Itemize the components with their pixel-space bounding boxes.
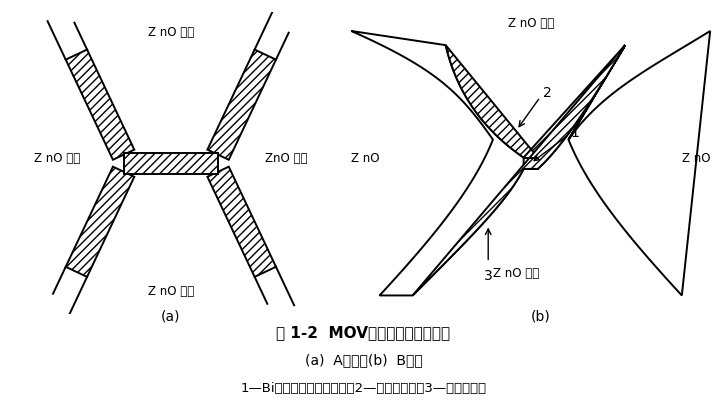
- Polygon shape: [413, 45, 625, 295]
- Polygon shape: [207, 167, 276, 277]
- Text: Z nO 晶粒: Z nO 晶粒: [148, 285, 194, 298]
- Polygon shape: [351, 31, 523, 295]
- Polygon shape: [65, 50, 134, 160]
- Text: (a)  A模型；(b)  B模型: (a) A模型；(b) B模型: [305, 354, 422, 368]
- Text: Z nO 晶粒: Z nO 晶粒: [148, 26, 194, 39]
- Text: Z nO: Z nO: [351, 152, 379, 165]
- Polygon shape: [538, 31, 710, 295]
- Text: 1—Bi等添加剂离子富集区；2—薄晶界层区；3—厚晶界层区: 1—Bi等添加剂离子富集区；2—薄晶界层区；3—厚晶界层区: [241, 382, 486, 395]
- Polygon shape: [446, 45, 625, 158]
- Text: 图 1-2  MOV晶界结构的两种模型: 图 1-2 MOV晶界结构的两种模型: [276, 325, 451, 340]
- Text: Z nO: Z nO: [682, 152, 710, 165]
- Polygon shape: [124, 153, 218, 174]
- Polygon shape: [65, 167, 134, 277]
- Text: Z nO 晶粒: Z nO 晶粒: [507, 17, 554, 30]
- Text: Z nO 晶粒: Z nO 晶粒: [34, 152, 80, 165]
- Text: 3: 3: [484, 270, 493, 283]
- Polygon shape: [207, 50, 276, 160]
- Text: (a): (a): [161, 310, 180, 324]
- Text: Z nO 晶粒: Z nO 晶粒: [494, 267, 539, 280]
- Text: 2: 2: [542, 86, 551, 100]
- Text: (b): (b): [530, 310, 550, 324]
- Text: ZnO 晶粒: ZnO 晶粒: [265, 152, 308, 165]
- Text: 1: 1: [571, 125, 579, 139]
